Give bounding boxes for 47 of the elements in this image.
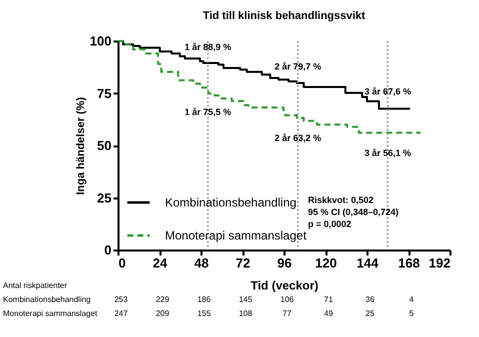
annotation: 3 år 56,1 % — [364, 148, 412, 158]
text: 106 — [280, 295, 294, 304]
text: 25 — [366, 309, 375, 318]
x-tick-label: 48 — [194, 256, 209, 270]
x-tick-label: 192 — [428, 256, 450, 270]
text: 186 — [197, 295, 212, 304]
y-tick-label: 100 — [90, 34, 112, 48]
text: 145 — [238, 295, 253, 304]
annotation: 2 år 63,2 % — [274, 132, 322, 143]
text: 5 — [409, 309, 414, 318]
text: 229 — [156, 295, 170, 304]
x-tick-label: 96 — [277, 256, 292, 270]
x-tick-label: 72 — [236, 256, 250, 270]
annotation: 3 år 67,6 % — [364, 86, 412, 97]
text: 36 — [366, 295, 375, 304]
x-tick-label: 0 — [118, 256, 126, 270]
text: 253 — [114, 295, 128, 304]
text: 77 — [282, 309, 292, 318]
y-tick-label: 0 — [104, 242, 112, 258]
x-axis-title: Tid (veckor) — [250, 278, 318, 292]
annotation: 95 % CI (0,348–0,724) — [308, 207, 399, 217]
chart-title: Tid till klinisk behandlingssvikt — [202, 10, 366, 22]
text: Monoterapi sammanslaget — [3, 309, 98, 318]
text: 108 — [238, 309, 253, 318]
text: 155 — [197, 309, 212, 318]
x-tick-label: 144 — [356, 256, 380, 270]
y-axis-title: Inga händelser (%) — [74, 96, 87, 195]
text: Antal riskpatienter — [3, 281, 68, 290]
y-tick-label: 25 — [97, 190, 112, 206]
text: 49 — [324, 309, 334, 318]
text: Kombinationsbehandling — [3, 295, 91, 304]
legend-label: Monoterapi sammanslaget — [165, 228, 308, 242]
x-tick-label: 120 — [315, 256, 337, 270]
legend-label: Kombinationsbehandling — [165, 196, 296, 210]
text: 209 — [156, 309, 170, 318]
annotation: 2 år 79,7 % — [274, 61, 322, 72]
annotation: 1 år 75,5 % — [184, 107, 232, 118]
annotation: p = 0,0002 — [308, 219, 352, 229]
y-tick-label: 50 — [97, 138, 112, 153]
text: 4 — [409, 295, 414, 304]
text: 247 — [114, 309, 128, 318]
x-tick-label: 168 — [398, 256, 420, 270]
x-tick-label: 24 — [152, 256, 168, 270]
annotation: 1 år 88,9 % — [184, 42, 232, 52]
annotation: Riskkvot: 0,502 — [308, 195, 374, 205]
text: 71 — [324, 295, 334, 304]
y-tick-label: 75 — [97, 86, 112, 101]
